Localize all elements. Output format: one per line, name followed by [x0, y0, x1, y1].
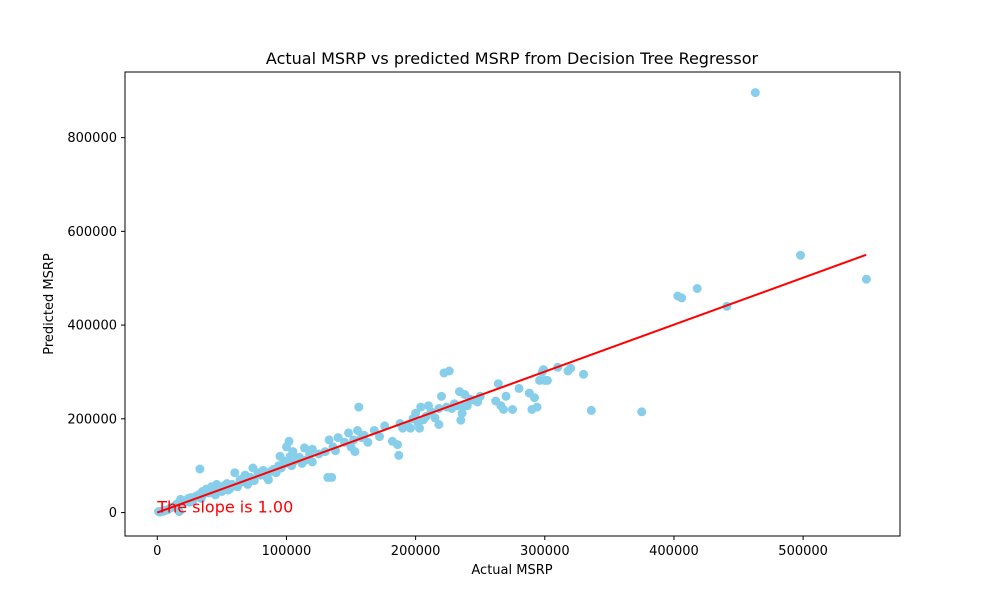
scatter-point [375, 432, 384, 442]
scatter-point [677, 293, 687, 303]
scatter-point [566, 363, 576, 373]
scatter-point [230, 468, 240, 478]
regression-line [156, 253, 867, 514]
slope-annotation: The slope is 1.00 [156, 498, 293, 517]
y-axis: 0 200000 400000 600000 800000 [67, 131, 125, 521]
scatter-point [692, 284, 702, 293]
scatter-point [350, 447, 360, 457]
x-tick-label: 100000 [262, 544, 312, 559]
scatter-point [501, 391, 511, 401]
scatter-point [434, 420, 444, 429]
x-tick-label: 300000 [520, 544, 570, 559]
scatter-point [354, 402, 364, 412]
scatter-point [411, 408, 421, 418]
y-tick-label: 400000 [67, 319, 117, 334]
x-axis-label: Actual MSRP [471, 563, 552, 578]
scatter-point [532, 402, 542, 412]
scatter-point [750, 88, 760, 98]
x-axis: 0 100000 200000 300000 400000 500000 [153, 536, 828, 559]
scatter-point [300, 443, 309, 453]
scatter-point [324, 435, 334, 445]
scatter-point [493, 379, 503, 389]
chart-title: Actual MSRP vs predicted MSRP from Decis… [266, 49, 759, 68]
x-tick-label: 200000 [391, 544, 441, 559]
scatter-point [499, 405, 508, 414]
scatter-point [307, 457, 317, 467]
scatter-point [344, 428, 353, 438]
scatter-point [195, 464, 205, 474]
scatter-point [406, 423, 415, 433]
scatter-point [796, 250, 805, 260]
axes-frame [124, 71, 901, 537]
scatter-point [456, 415, 466, 425]
scatter-point [415, 423, 424, 433]
scatter-point [586, 405, 596, 415]
y-tick-label: 600000 [67, 225, 117, 240]
scatter-point [263, 475, 273, 485]
scatter-point [430, 413, 440, 423]
scatter-point [542, 375, 552, 385]
y-tick-label: 200000 [67, 412, 117, 427]
scatter-point [327, 472, 337, 482]
plot-area: The slope is 1.00 [154, 88, 871, 517]
x-tick-label: 400000 [649, 544, 699, 559]
scatter-point [416, 402, 426, 412]
scatter-point [363, 437, 373, 447]
x-tick-label: 0 [153, 544, 161, 559]
scatter-point [174, 507, 184, 517]
scatter-point [530, 393, 539, 403]
y-tick-label: 0 [109, 506, 117, 521]
scatter-point [514, 383, 524, 393]
scatter-point [394, 450, 404, 460]
y-tick-label: 800000 [67, 131, 117, 146]
y-axis-label: Predicted MSRP [42, 253, 57, 355]
scatter-point [307, 444, 317, 454]
scatter-point [333, 433, 343, 443]
scatter-point [288, 447, 298, 457]
scatter-point [861, 274, 871, 284]
scatter-point [637, 407, 647, 417]
scatter-point [579, 369, 588, 379]
scatter-point [508, 405, 517, 414]
x-tick-label: 500000 [778, 544, 828, 559]
scatter-point [444, 366, 454, 376]
scatter-point [393, 440, 402, 450]
scatter-point [437, 391, 446, 401]
scatter-point [353, 426, 362, 435]
scatter-point [284, 436, 294, 446]
